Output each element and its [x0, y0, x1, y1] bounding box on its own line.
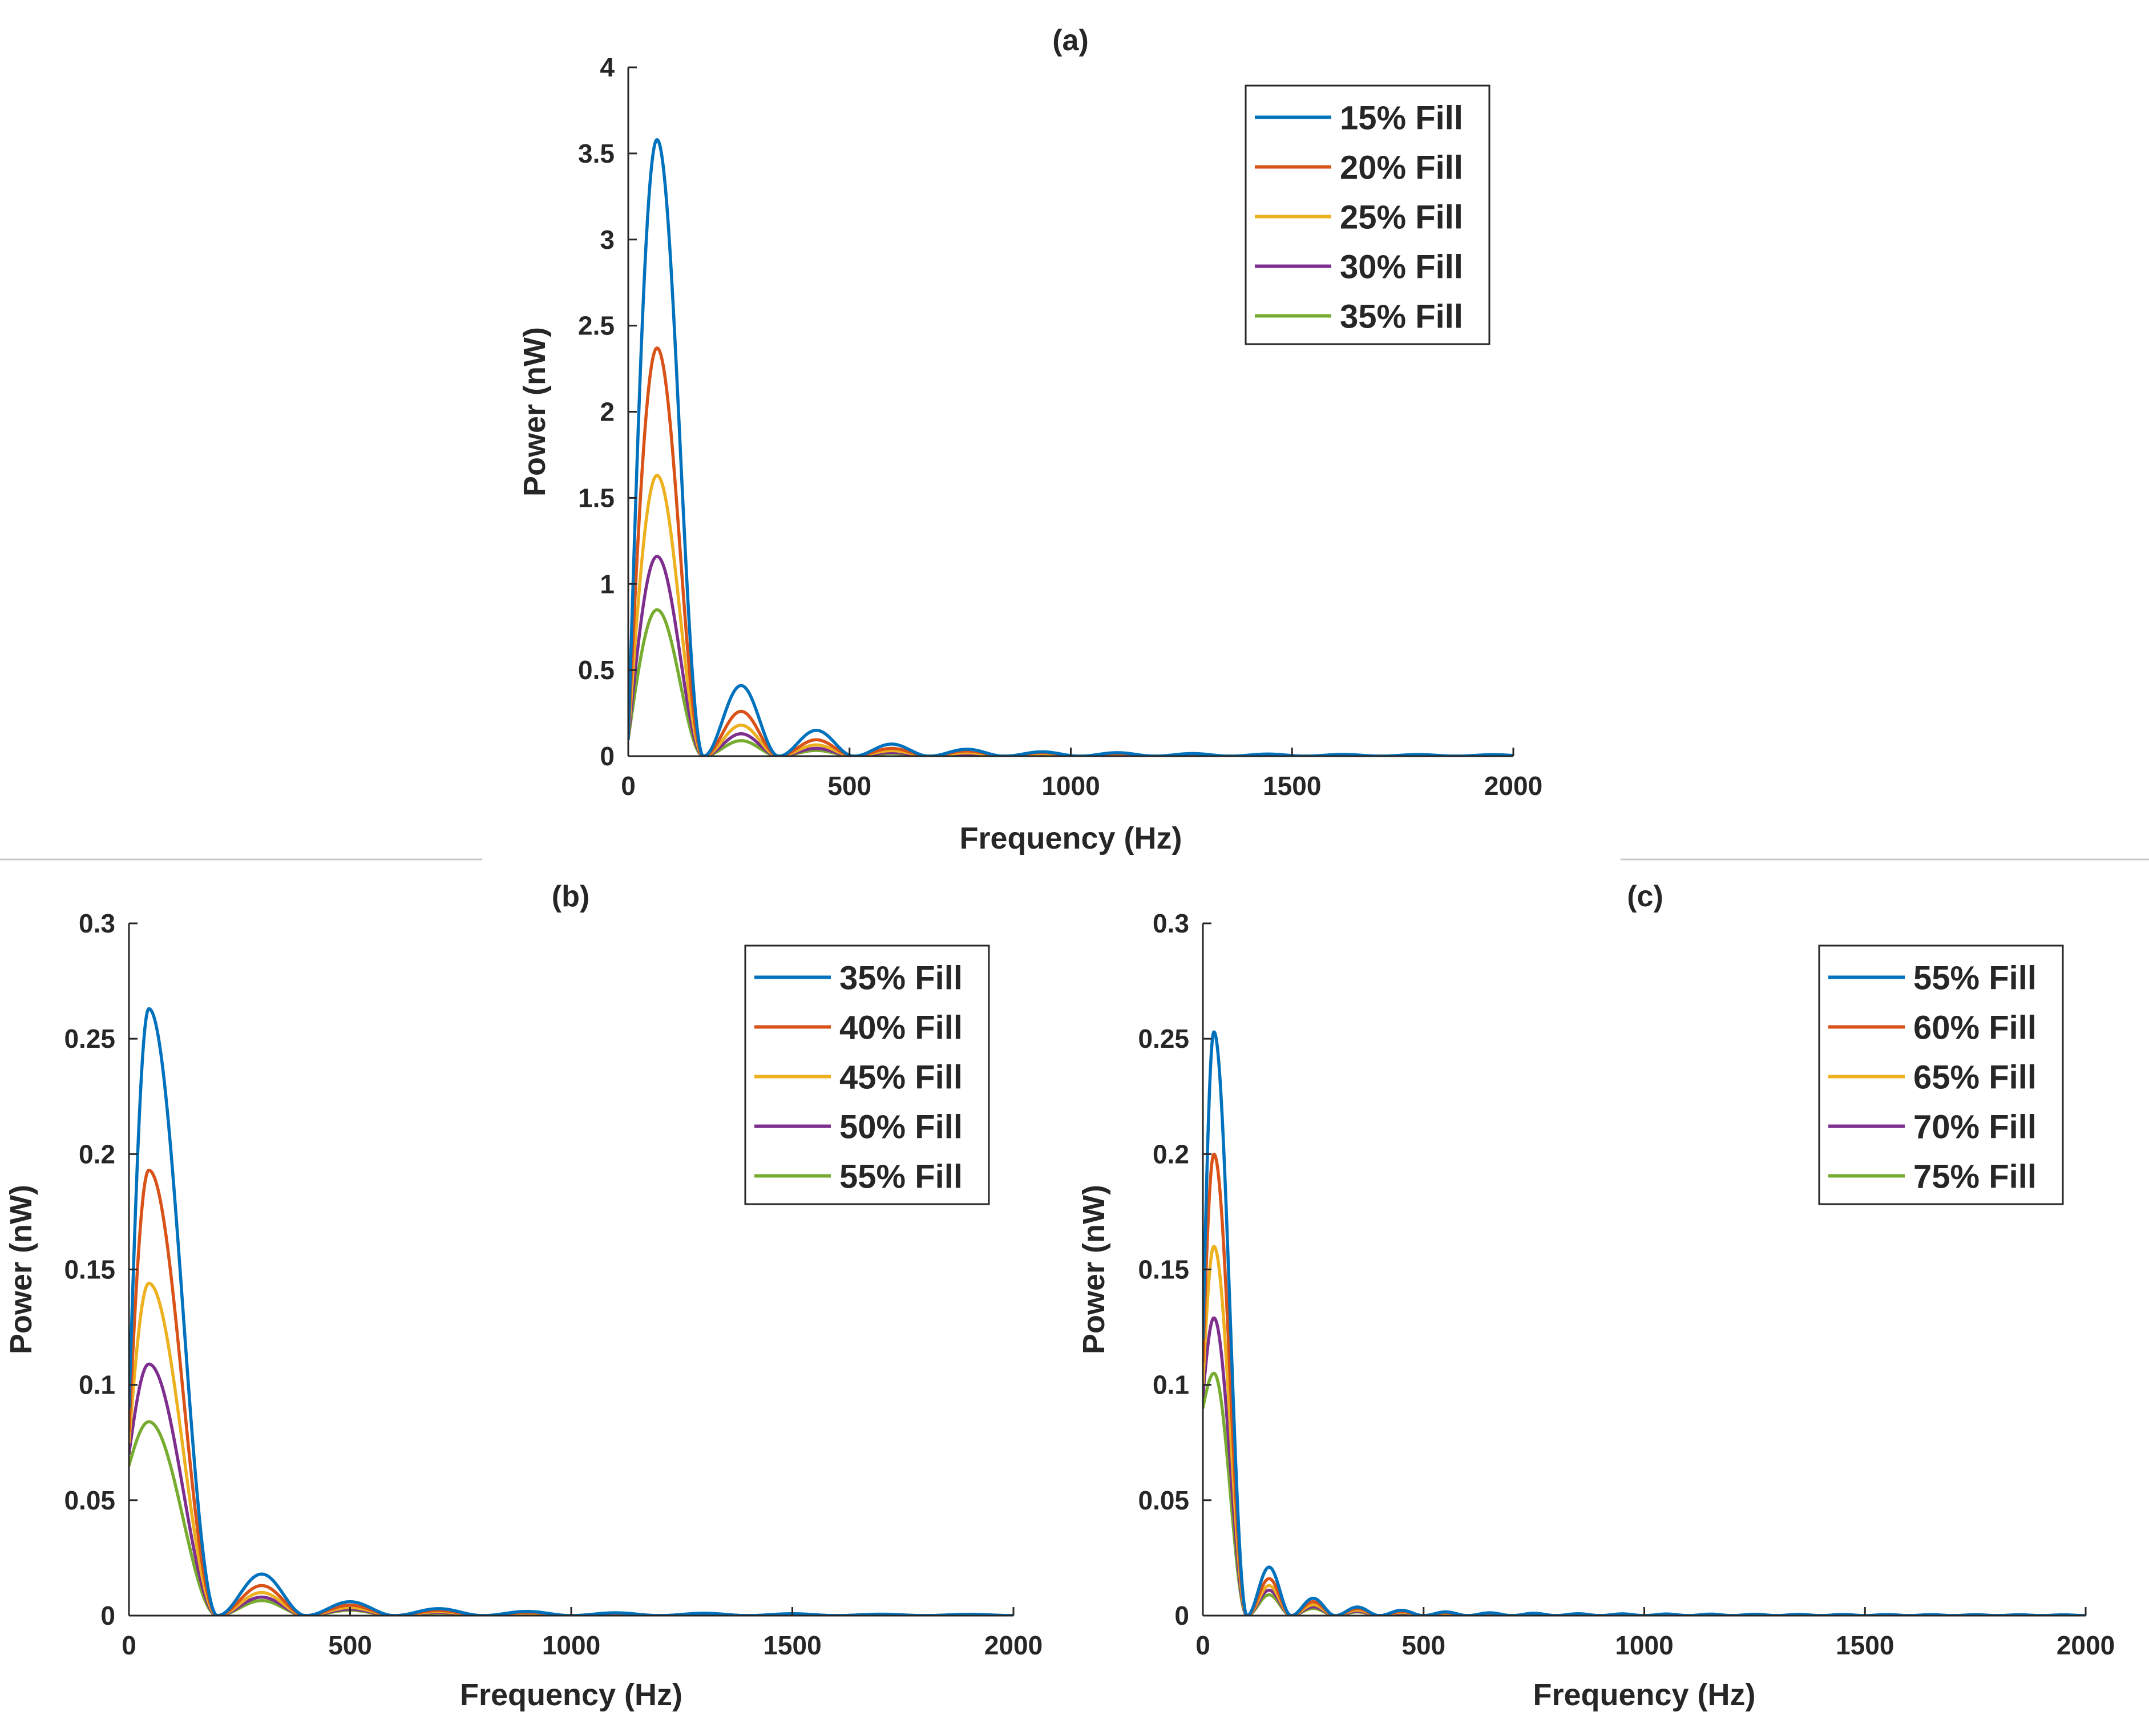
- x-tick-label: 0: [621, 771, 636, 801]
- y-tick-label: 3.5: [578, 139, 615, 168]
- series-line-35-fill: [129, 1007, 1013, 1616]
- legend-label: 50% Fill: [839, 1109, 963, 1146]
- x-tick-label: 1500: [1263, 771, 1321, 801]
- y-tick-label: 0.15: [64, 1255, 115, 1285]
- x-tick-label: 1500: [763, 1630, 821, 1660]
- chart-panel-c: 0 0.05 0.1 0.15 0.2 0.25 0.3 0 500 1000 1500 2000 (c…: [1077, 880, 2115, 1712]
- y-tick-label: 0: [1174, 1601, 1189, 1630]
- legend-label: 25% Fill: [1340, 199, 1463, 236]
- x-tick-label: 1000: [1041, 771, 1100, 801]
- y-tick-label: 0.25: [64, 1024, 115, 1053]
- x-tick-label: 2000: [2057, 1630, 2115, 1660]
- legend-label: 15% Fill: [1340, 100, 1463, 137]
- x-axis-title: Frequency (Hz): [460, 1678, 682, 1712]
- x-axis-title: Frequency (Hz): [1533, 1678, 1755, 1712]
- series-line-40-fill: [129, 1168, 1013, 1616]
- panel-title: (a): [1052, 24, 1089, 57]
- y-tick-label: 0.25: [1138, 1024, 1189, 1053]
- y-tick-label: 3: [600, 225, 615, 255]
- x-axis-title: Frequency (Hz): [959, 821, 1182, 855]
- legend: 35% Fill 40% Fill 45% Fill 50% Fill 55% Fill: [744, 944, 990, 1205]
- panel-title: (c): [1627, 880, 1663, 913]
- chart-panel-b: 0 0.05 0.1 0.15 0.2 0.25 0.3 0 500 1000 1500 2000 (b…: [4, 880, 1043, 1712]
- y-tick-label: 0.1: [1153, 1370, 1189, 1400]
- legend-label: 65% Fill: [1913, 1059, 2037, 1096]
- y-axis-title: Power (nW): [518, 327, 552, 496]
- y-tick-label: 0.15: [1138, 1255, 1189, 1285]
- y-tick-label: 0.5: [578, 655, 615, 685]
- series-line-70-fill: [1203, 1316, 2086, 1616]
- legend: 55% Fill 60% Fill 65% Fill 70% Fill 75% Fill: [1818, 944, 2064, 1205]
- y-tick-label: 1: [600, 569, 615, 599]
- x-tick-label: 2000: [1484, 771, 1542, 801]
- chart-panel-a: 0 0.5 1 1.5 2 2.5 3 3.5 4 0 500 1000 1500 2000 (a) Freq…: [518, 24, 1542, 855]
- x-tick-label: 500: [1401, 1630, 1445, 1660]
- legend-label: 55% Fill: [839, 1158, 963, 1196]
- legend-label: 55% Fill: [1913, 960, 2037, 997]
- legend-label: 45% Fill: [839, 1059, 963, 1096]
- legend: 15% Fill 20% Fill 25% Fill 30% Fill 35% Fill: [1245, 84, 1490, 345]
- y-tick-label: 0.2: [79, 1139, 115, 1169]
- x-tick-label: 500: [328, 1630, 372, 1660]
- series-line-75-fill: [1203, 1371, 2086, 1616]
- legend-label: 75% Fill: [1913, 1158, 2037, 1196]
- x-tick-label: 500: [827, 771, 871, 801]
- y-tick-label: 0.2: [1153, 1139, 1189, 1169]
- x-tick-label: 2000: [984, 1630, 1043, 1660]
- y-axis-title: Power (nW): [4, 1185, 38, 1354]
- legend-label: 20% Fill: [1340, 150, 1463, 187]
- x-tick-label: 1000: [1615, 1630, 1673, 1660]
- y-axis-title: Power (nW): [1077, 1185, 1111, 1354]
- series-line-65-fill: [1203, 1245, 2086, 1616]
- x-tick-label: 1000: [542, 1630, 600, 1660]
- x-tick-label: 0: [122, 1630, 136, 1660]
- y-tick-label: 1.5: [578, 483, 615, 512]
- y-tick-label: 4: [600, 53, 615, 82]
- x-tick-label: 0: [1195, 1630, 1210, 1660]
- x-tick-label: 1500: [1836, 1630, 1894, 1660]
- legend-label: 30% Fill: [1340, 249, 1463, 286]
- legend-label: 60% Fill: [1913, 1010, 2037, 1047]
- y-tick-label: 2: [600, 397, 615, 427]
- series-line-20-fill: [628, 346, 1513, 756]
- legend-label: 35% Fill: [1340, 298, 1463, 336]
- y-tick-label: 0: [600, 741, 615, 771]
- series-line-50-fill: [129, 1362, 1013, 1616]
- y-tick-label: 0.3: [1153, 909, 1189, 938]
- series-line-60-fill: [1203, 1152, 2086, 1616]
- legend-label: 35% Fill: [839, 960, 963, 997]
- series-line-25-fill: [628, 474, 1513, 756]
- panel-title: (b): [552, 880, 589, 913]
- legend-label: 70% Fill: [1913, 1109, 2037, 1146]
- legend-label: 40% Fill: [839, 1010, 963, 1047]
- series-line-45-fill: [129, 1282, 1013, 1616]
- y-tick-label: 0.3: [79, 909, 115, 938]
- y-tick-label: 2.5: [578, 311, 615, 341]
- y-tick-label: 0.05: [1138, 1485, 1189, 1515]
- y-tick-label: 0.05: [64, 1485, 115, 1515]
- y-tick-label: 0.1: [79, 1370, 115, 1400]
- y-tick-label: 0: [100, 1601, 115, 1630]
